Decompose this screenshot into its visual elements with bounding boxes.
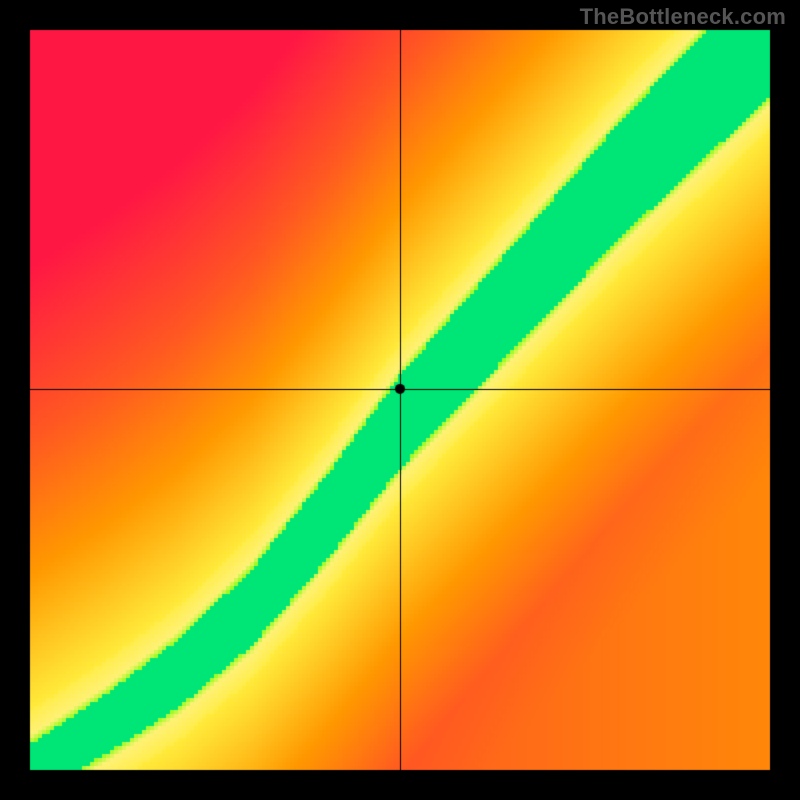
- heatmap-canvas: [0, 0, 800, 800]
- watermark-text: TheBottleneck.com: [580, 4, 786, 30]
- chart-container: TheBottleneck.com: [0, 0, 800, 800]
